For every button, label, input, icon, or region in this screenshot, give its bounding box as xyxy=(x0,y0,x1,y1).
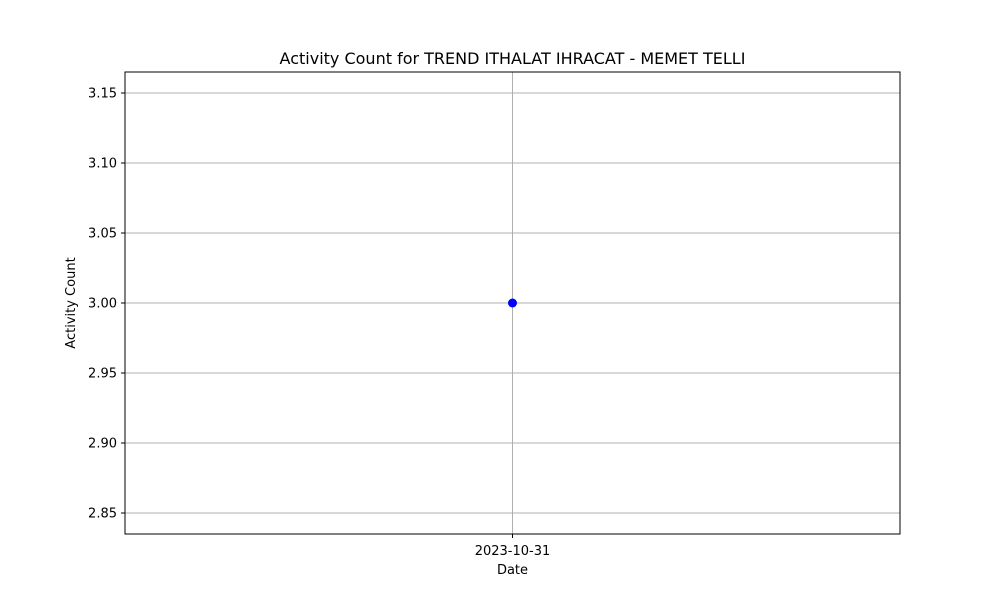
y-tick-label: 3.15 xyxy=(88,87,117,102)
y-tick-label: 2.90 xyxy=(88,437,117,452)
axis-ticks: 2.85 2.90 2.95 3.00 3.05 3.10 3.15 2023-10-31 xyxy=(88,87,550,560)
data-point xyxy=(508,298,517,308)
y-axis-label: Activity Count xyxy=(64,257,79,348)
y-tick-label: 2.85 xyxy=(88,507,117,522)
data-points xyxy=(508,298,517,308)
x-axis-label: Date xyxy=(497,563,528,578)
y-tick-label: 3.00 xyxy=(88,297,117,312)
x-tick-label: 2023-10-31 xyxy=(475,544,551,559)
plot-frame xyxy=(124,71,901,535)
y-tick-label: 3.10 xyxy=(88,157,117,172)
y-tick-label: 3.05 xyxy=(88,227,117,242)
grid-lines xyxy=(125,72,900,534)
y-tick-label: 2.95 xyxy=(88,367,117,382)
chart-title: Activity Count for TREND ITHALAT IHRACAT… xyxy=(280,49,746,68)
